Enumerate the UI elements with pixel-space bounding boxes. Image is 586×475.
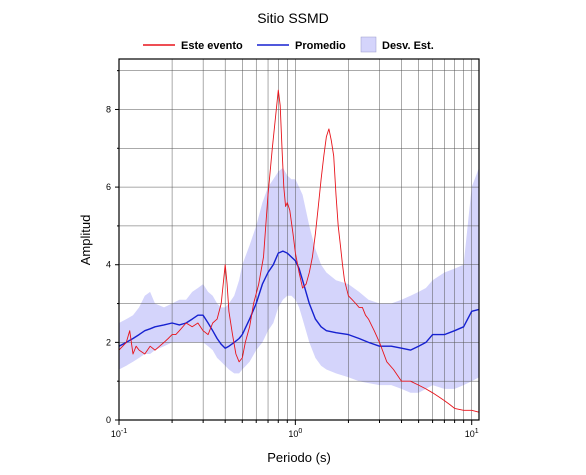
x-tick-label: 101 [465,428,479,439]
x-axis-label: Periodo (s) [267,450,331,465]
y-tick-label: 2 [106,337,111,347]
x-tick-label: 10-1 [111,428,127,439]
plot-frame [118,58,480,421]
y-tick-label: 4 [106,260,111,270]
y-tick-label: 0 [106,415,111,425]
legend: Este evento Promedio Desv. Est. [143,36,434,53]
plot-area: 0 2 4 6 8 10-1 100 101 [106,58,480,439]
y-axis-label: Amplitud [78,215,93,266]
series-event-line [118,89,480,413]
y-tick-label: 6 [106,182,111,192]
legend-mean-label: Promedio [295,40,346,52]
y-tick-label: 8 [106,104,111,114]
x-tick-label: 100 [288,428,302,439]
grid [118,59,479,420]
legend-std-swatch [360,36,377,53]
chart-title: Sitio SSMD [257,10,329,26]
legend-event-label: Este evento [181,40,243,52]
series-mean-line [118,250,480,351]
std-band [119,167,479,393]
legend-std-label: Desv. Est. [382,40,434,52]
